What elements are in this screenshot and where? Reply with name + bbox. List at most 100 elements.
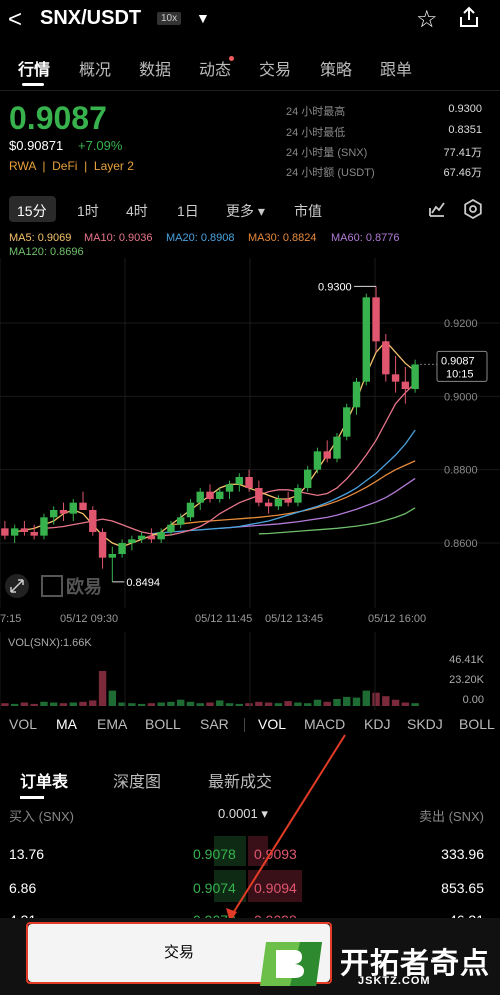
precision-select[interactable]: 0.0001 ▾ bbox=[218, 806, 268, 821]
share-icon[interactable] bbox=[458, 6, 480, 28]
y-tick-label: 0.8600 bbox=[444, 538, 478, 550]
candle-body bbox=[69, 502, 77, 514]
ask-qty[interactable]: 853.65 bbox=[441, 880, 484, 896]
ma60-line bbox=[219, 477, 416, 529]
volume-bar bbox=[323, 701, 331, 706]
y-tick-label: 0.8800 bbox=[444, 465, 478, 477]
volume-bar bbox=[196, 703, 204, 706]
volume-bar bbox=[137, 703, 146, 706]
candle-body bbox=[333, 436, 341, 459]
tab-news[interactable]: 动态 bbox=[199, 62, 232, 79]
interval-1d[interactable]: 1日 bbox=[177, 203, 199, 219]
indicator-vol-main[interactable]: VOL bbox=[9, 716, 38, 732]
candle-body bbox=[30, 532, 38, 536]
tab-overview[interactable]: 概况 bbox=[79, 62, 112, 79]
candle-body bbox=[167, 524, 175, 532]
interval-more[interactable]: 更多 ▾ bbox=[226, 203, 265, 219]
indicator-ema[interactable]: EMA bbox=[97, 716, 128, 732]
tab-copytrade[interactable]: 跟单 bbox=[380, 62, 413, 79]
volume-bar bbox=[50, 702, 58, 706]
tab-latest-trades[interactable]: 最新成交 bbox=[208, 774, 273, 791]
volume-bar bbox=[206, 702, 214, 706]
volume-bar bbox=[186, 701, 195, 706]
last-price-label: 0.9087 bbox=[441, 355, 475, 367]
volume-bar bbox=[176, 699, 185, 706]
pair-title[interactable]: SNX/USDT bbox=[40, 7, 142, 29]
favorite-star-icon[interactable]: ☆ bbox=[416, 6, 438, 33]
tab-trade[interactable]: 交易 bbox=[259, 62, 292, 79]
interval-1h[interactable]: 1时 bbox=[77, 203, 99, 219]
candle-body bbox=[303, 469, 312, 488]
candle-body bbox=[186, 502, 195, 518]
indicator-divider bbox=[244, 718, 245, 732]
indicator-sar[interactable]: SAR bbox=[200, 716, 229, 732]
tab-data[interactable]: 数据 bbox=[139, 62, 172, 79]
indicator-vol-sub[interactable]: VOL bbox=[258, 716, 287, 732]
indicator-skdj[interactable]: SKDJ bbox=[407, 716, 443, 732]
ask-price[interactable]: 0.9094 bbox=[254, 880, 297, 896]
ask-price[interactable]: 0.9093 bbox=[254, 846, 297, 862]
volume-label: VOL(SNX):1.66K bbox=[8, 637, 92, 649]
volume-bar bbox=[147, 703, 156, 706]
volume-bar bbox=[167, 701, 175, 706]
volume-bar bbox=[10, 703, 19, 706]
ask-qty[interactable]: 333.96 bbox=[441, 846, 484, 862]
chart-settings-gear-icon[interactable] bbox=[463, 199, 483, 219]
volume-bar bbox=[128, 703, 136, 706]
candle-body bbox=[284, 499, 292, 503]
candle-body bbox=[343, 407, 351, 437]
ma60-value: MA60: 0.8776 bbox=[331, 232, 400, 244]
candlestick-chart[interactable]: 0.9200 0.9000 0.8800 0.8600 7:15 05/12 09:30 0… bbox=[0, 258, 500, 628]
candle-body bbox=[323, 451, 331, 459]
expand-arrows-icon bbox=[10, 579, 24, 593]
volume-bar bbox=[108, 690, 117, 706]
volume-bar bbox=[30, 703, 38, 706]
bid-price[interactable]: 0.9078 bbox=[193, 846, 236, 862]
candle-body bbox=[225, 484, 234, 492]
countdown-label: 10:15 bbox=[446, 368, 474, 380]
indicator-kdj[interactable]: KDJ bbox=[364, 716, 391, 732]
indicator-settings-icon[interactable] bbox=[428, 200, 446, 218]
indicator-boll-main[interactable]: BOLL bbox=[145, 716, 181, 732]
candle-body bbox=[98, 532, 107, 558]
indicator-boll-sub[interactable]: BOLL bbox=[459, 716, 495, 732]
candle-body bbox=[50, 510, 58, 518]
volume-bar bbox=[313, 699, 322, 706]
volume-bar bbox=[89, 700, 97, 706]
last-price-box bbox=[436, 350, 488, 382]
volume-bar bbox=[118, 702, 126, 706]
volume-chart[interactable] bbox=[0, 632, 500, 710]
volume-tick-mid: 23.20K bbox=[449, 674, 484, 686]
indicator-macd[interactable]: MACD bbox=[304, 716, 346, 732]
candle-body bbox=[313, 451, 322, 470]
ma10-value: MA10: 0.9036 bbox=[84, 232, 153, 244]
ask-header: 卖出 (SNX) bbox=[418, 809, 484, 824]
candle-body bbox=[108, 554, 117, 558]
bid-qty[interactable]: 6.86 bbox=[9, 880, 37, 896]
interval-marketcap[interactable]: 市值 bbox=[294, 203, 322, 219]
interval-15m[interactable]: 15分 bbox=[17, 203, 47, 219]
tab-orderbook[interactable]: 订单表 bbox=[20, 774, 69, 791]
category-tags[interactable]: RWA | DeFi | Layer 2 bbox=[9, 159, 134, 173]
tab-strategy[interactable]: 策略 bbox=[320, 62, 353, 79]
volume-bar bbox=[59, 703, 68, 706]
candle-body bbox=[274, 499, 283, 507]
volume-bar bbox=[79, 701, 87, 706]
logo-url: JSKTZ.COM bbox=[358, 975, 431, 987]
volume-tick-high: 46.41K bbox=[449, 654, 484, 666]
back-icon[interactable]: < bbox=[8, 6, 23, 33]
bid-qty[interactable]: 13.76 bbox=[9, 846, 45, 862]
x-tick-label: 05/12 09:30 bbox=[60, 613, 118, 625]
volume-bar bbox=[382, 696, 390, 706]
interval-4h[interactable]: 4时 bbox=[126, 203, 148, 219]
y-tick-label: 0.9200 bbox=[444, 318, 478, 330]
indicator-ma[interactable]: MA bbox=[56, 716, 77, 732]
tab-market[interactable]: 行情 bbox=[18, 62, 51, 79]
candle-body bbox=[245, 477, 253, 488]
tab-depth[interactable]: 深度图 bbox=[113, 774, 162, 791]
stat-label-turnover: 24 小时额 (USDT) bbox=[286, 167, 375, 179]
candle-body bbox=[362, 297, 370, 382]
bid-price[interactable]: 0.9074 bbox=[193, 880, 236, 896]
volume-bar bbox=[343, 696, 351, 706]
pair-dropdown-icon[interactable]: ▼ bbox=[196, 10, 210, 26]
